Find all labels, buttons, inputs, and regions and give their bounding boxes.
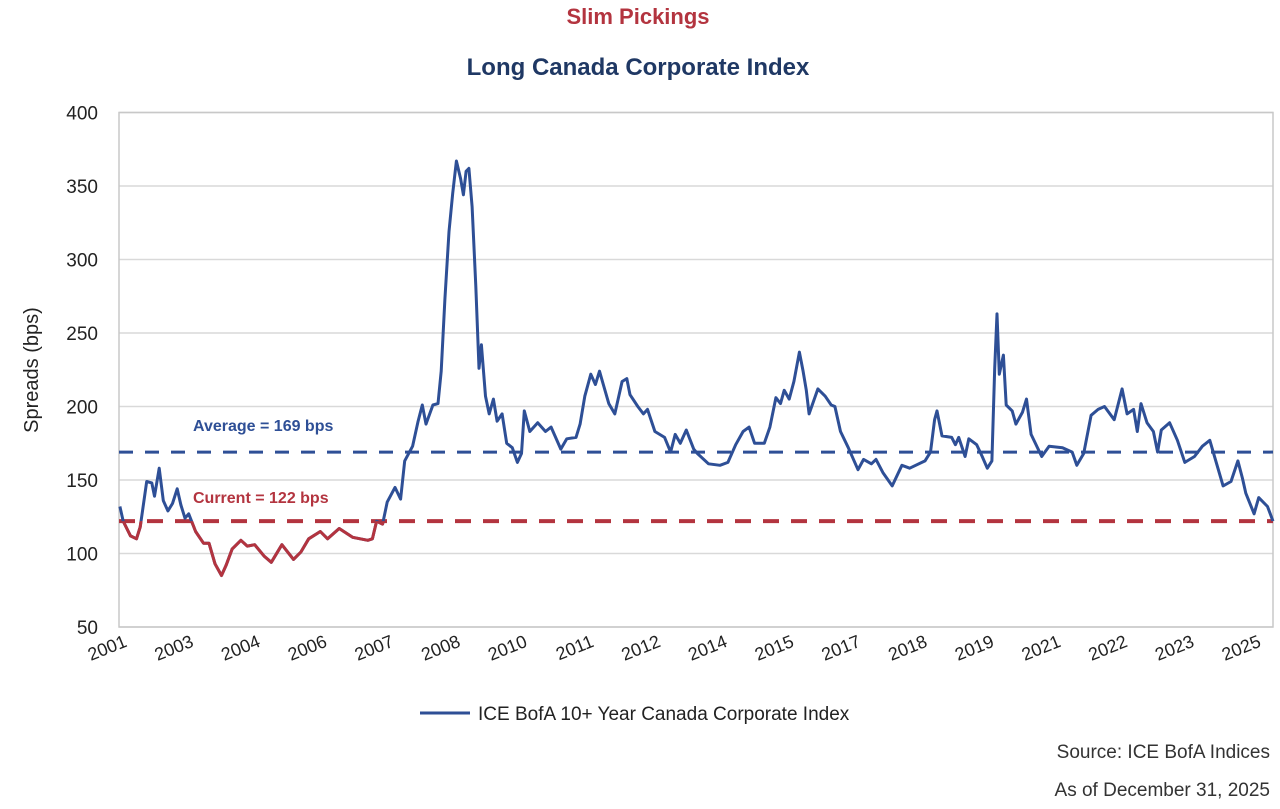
x-tick-label: 2010	[485, 631, 530, 665]
x-tick-label: 2015	[752, 631, 797, 665]
x-tick-label: 2006	[285, 631, 330, 665]
x-tick-label: 2011	[553, 631, 596, 664]
x-tick-label: 2012	[619, 631, 664, 665]
source-note: Source: ICE BofA Indices	[1057, 742, 1270, 763]
as-of-note: As of December 31, 2025	[1055, 780, 1270, 801]
y-tick-label: 100	[66, 545, 98, 566]
x-tick-label: 2019	[952, 631, 997, 665]
x-tick-label: 2007	[352, 631, 397, 665]
x-tick-label: 2018	[885, 631, 930, 665]
average-label: Average = 169 bps	[193, 418, 333, 435]
y-tick-label: 350	[66, 177, 98, 198]
x-tick-label: 2004	[218, 631, 263, 665]
current-label: Current = 122 bps	[193, 490, 329, 507]
y-axis-title: Spreads (bps)	[21, 307, 43, 433]
reference-lines	[119, 452, 1273, 521]
y-tick-label: 400	[66, 104, 98, 125]
plot-area	[119, 113, 1273, 628]
legend-label: ICE BofA 10+ Year Canada Corporate Index	[478, 704, 850, 725]
y-tick-label: 150	[66, 471, 98, 492]
chart-subtitle: Long Canada Corporate Index	[467, 54, 810, 81]
x-tick-label: 2003	[152, 631, 197, 665]
x-tick-label: 2023	[1152, 631, 1197, 665]
x-tick-label: 2021	[1019, 631, 1064, 665]
chart-title: Slim Pickings	[566, 4, 709, 29]
x-tick-label: 2014	[685, 631, 730, 665]
y-axis-ticks: 50 100 150 200 250 300 350 400	[66, 104, 98, 640]
x-tick-label: 2022	[1085, 631, 1130, 665]
series-group	[120, 161, 1273, 576]
y-tick-label: 300	[66, 251, 98, 272]
y-tick-label: 50	[77, 618, 98, 639]
x-tick-label: 2025	[1219, 631, 1264, 665]
y-tick-label: 200	[66, 398, 98, 419]
y-tick-label: 250	[66, 324, 98, 345]
x-tick-label: 2017	[819, 631, 864, 665]
x-tick-label: 2008	[418, 631, 463, 665]
series-line	[120, 161, 1273, 576]
legend: ICE BofA 10+ Year Canada Corporate Index	[420, 704, 850, 725]
series-line-below-current	[120, 161, 1273, 576]
gridlines	[119, 113, 1273, 628]
